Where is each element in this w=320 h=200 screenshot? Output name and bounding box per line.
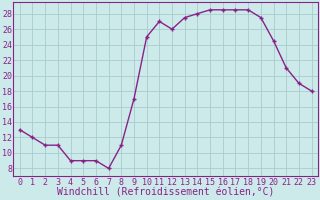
X-axis label: Windchill (Refroidissement éolien,°C): Windchill (Refroidissement éolien,°C)	[57, 188, 274, 198]
